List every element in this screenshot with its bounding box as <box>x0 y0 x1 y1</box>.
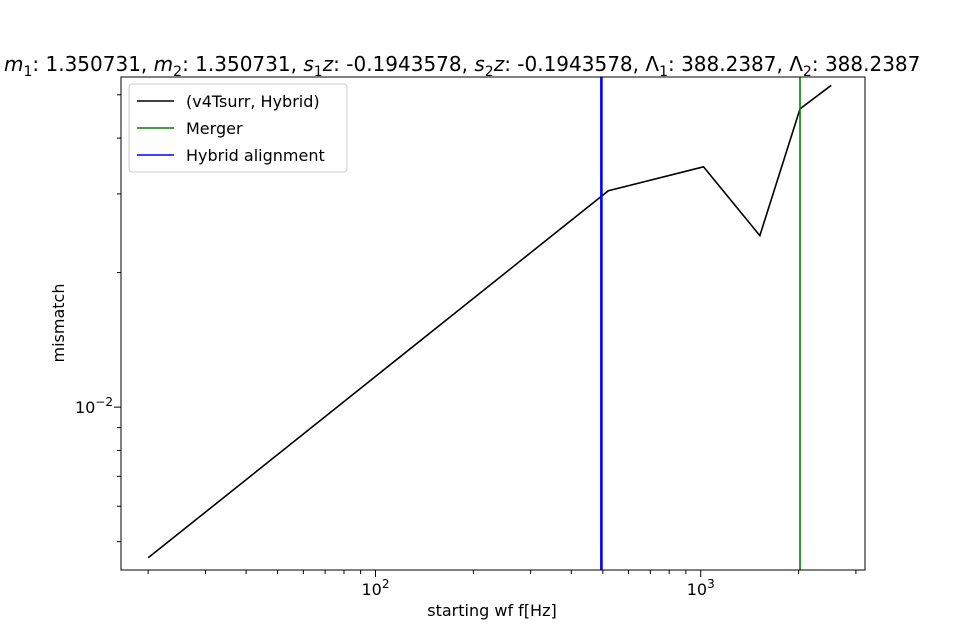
legend-label-0: (v4Tsurr, Hybrid) <box>186 92 320 111</box>
axis-ticks: 102 103 10−2 <box>75 94 857 599</box>
plot-area <box>147 77 832 570</box>
chart-title: m1: 1.350731, m2: 1.350731, s1z: -0.1943… <box>4 52 920 80</box>
x-axis-label: starting wf f[Hz] <box>427 601 556 620</box>
legend-label-1: Merger <box>186 119 243 138</box>
y-axis-label: mismatch <box>49 284 68 363</box>
legend: (v4Tsurr, Hybrid) Merger Hybrid alignment <box>128 83 348 173</box>
legend-label-2: Hybrid alignment <box>186 146 325 165</box>
series-line-0 <box>147 84 832 559</box>
axes-frame <box>120 76 866 571</box>
x-tick-label: 103 <box>687 577 715 599</box>
legend-box <box>128 83 348 173</box>
y-tick-label: 10−2 <box>75 395 113 417</box>
x-tick-label: 102 <box>361 577 389 599</box>
